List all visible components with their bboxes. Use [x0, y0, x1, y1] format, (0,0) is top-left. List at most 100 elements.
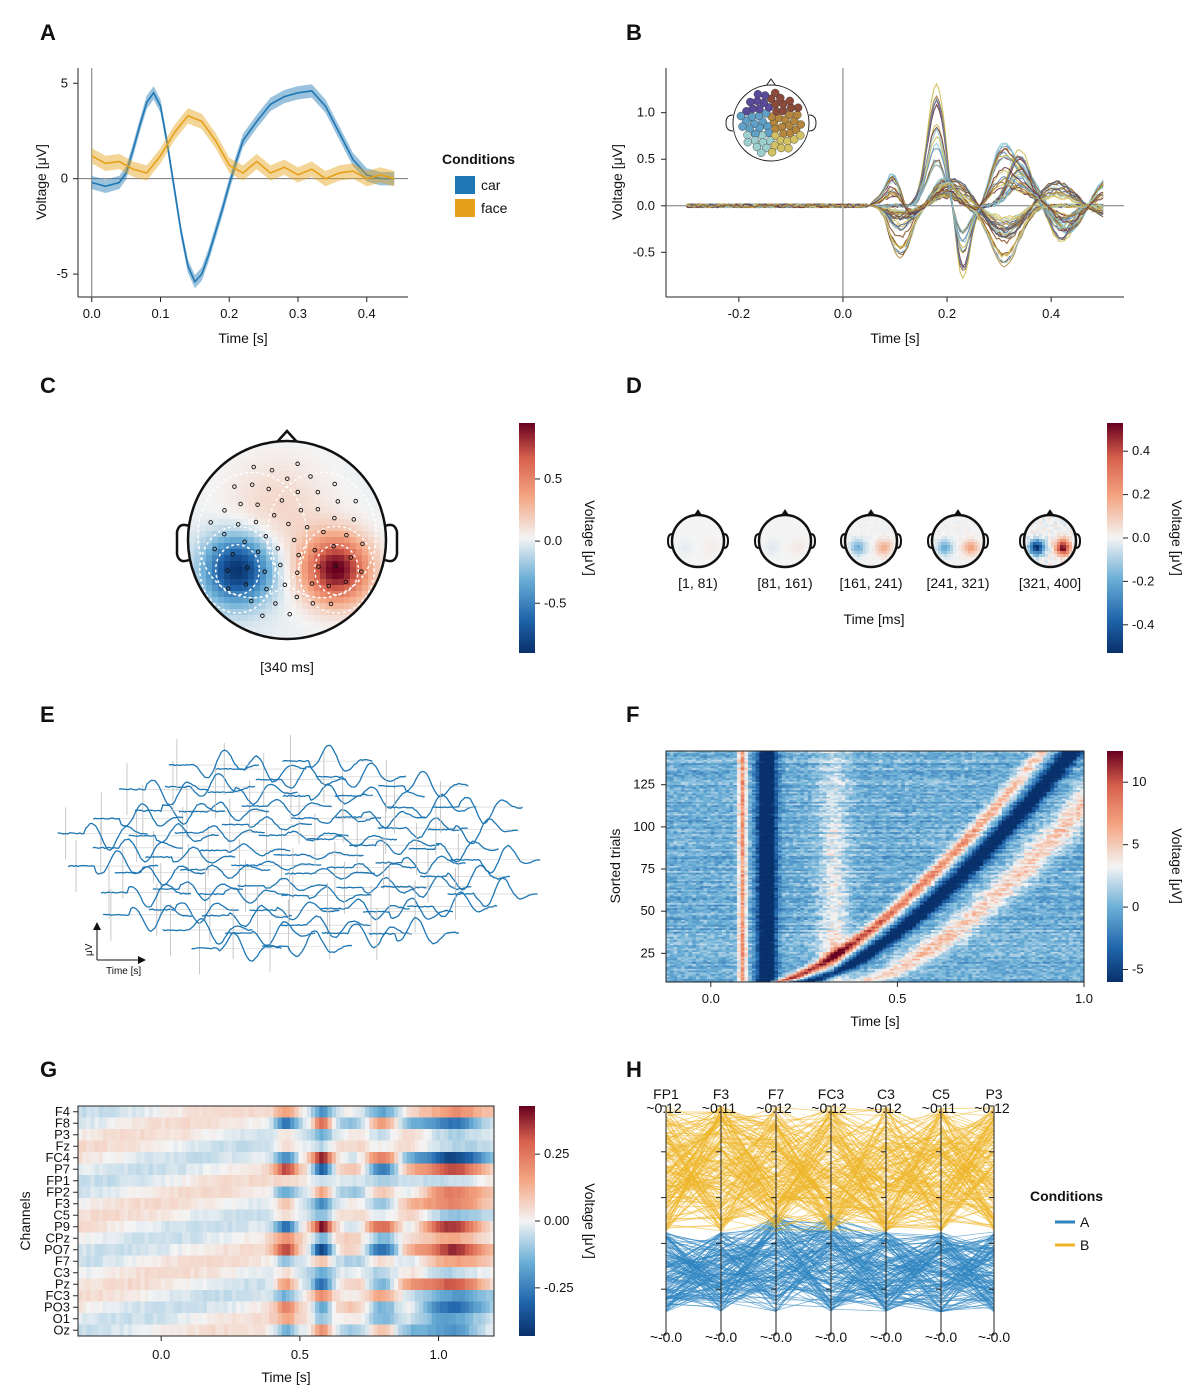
erp-image-cell: [863, 973, 868, 976]
topo-series-cell: [1048, 545, 1052, 549]
topo-cell: [338, 609, 345, 616]
panel-c-title: [340 ms]: [260, 659, 314, 675]
topo-cell: [332, 579, 339, 586]
topo-cell: [278, 453, 285, 460]
erp-image-cell: [923, 971, 928, 974]
topo-series-cell: [932, 536, 936, 540]
inset-electrode: [786, 103, 796, 113]
topo-series-cell: [789, 524, 793, 528]
topo-cell: [362, 561, 369, 568]
topo-series-cell: [872, 524, 876, 528]
topo-cell: [344, 447, 351, 454]
topo-cell: [200, 531, 207, 538]
topo-cell: [332, 501, 339, 508]
topo-cell: [362, 453, 369, 460]
topo-series-cell: [1060, 521, 1064, 525]
erp-image-cell: [699, 976, 704, 979]
topo-cell: [350, 621, 357, 628]
erp-image-cell: [856, 975, 861, 978]
topo-series-cell: [1057, 548, 1061, 552]
topo-electrode: [243, 582, 249, 587]
topo-electrode: [245, 565, 250, 570]
topo-series-cell: [1060, 557, 1064, 561]
topo-cell: [200, 513, 207, 520]
erp-image-cell: [841, 975, 846, 978]
erp-image-cell: [777, 971, 782, 974]
topo-series-cell: [1054, 530, 1058, 534]
topo-cell: [314, 561, 321, 568]
topo-series-cell: [1039, 530, 1043, 534]
topo-series-cell: [780, 524, 784, 528]
topo-series-cell: [974, 566, 978, 567]
erp-image-cell: [871, 971, 876, 974]
topo-series-cell: [881, 557, 885, 561]
topo-series-cell: [896, 554, 897, 558]
topo-cell: [368, 579, 375, 586]
topo-series-cell: [795, 536, 799, 540]
topo-series-cell: [1054, 518, 1058, 522]
topo-cell: [260, 591, 267, 598]
topo-series-cell: [678, 542, 682, 546]
topo-series-cell: [959, 530, 963, 534]
topo-cell: [332, 477, 339, 484]
topo-cell: [308, 585, 315, 592]
topo-series-cell: [762, 548, 766, 552]
topo-cell: [272, 501, 279, 508]
topo-cell: [212, 495, 219, 502]
channel-erp-trace: [326, 862, 417, 877]
topo-series-cell: [968, 554, 972, 558]
topo-cell: [194, 621, 201, 628]
topo-series-cell: [771, 521, 775, 525]
erp-image-cell: [1028, 978, 1033, 981]
topo-cell: [350, 477, 357, 484]
inset-right-ear: [808, 114, 817, 132]
topo-cell: [332, 471, 339, 478]
topo-series-cell: [872, 533, 876, 537]
panel-d-colorbar-label: Voltage [μV]: [1169, 500, 1185, 576]
erp-image-cell: [934, 976, 939, 979]
topo-cell: [224, 609, 231, 616]
topo-cell: [254, 447, 261, 454]
topo-series-cell: [953, 560, 957, 564]
erp-image-cell: [703, 973, 708, 976]
topo-series-cell: [965, 557, 969, 561]
erp-image-cell: [822, 978, 827, 981]
erp-image-cell: [904, 980, 909, 983]
topo-series-cell: [1030, 548, 1034, 552]
topo-cell: [344, 597, 351, 604]
topo-cell: [332, 597, 339, 604]
topo-series-cell: [935, 542, 939, 546]
topo-cell: [260, 579, 267, 586]
topo-cell: [242, 465, 249, 472]
topo-cell: [254, 609, 261, 616]
channel-erp-trace: [237, 877, 328, 892]
topo-cell: [230, 573, 237, 580]
topo-cell: [188, 585, 195, 592]
topo-cell: [284, 555, 291, 562]
topo-electrode: [295, 489, 301, 495]
topo-cell: [224, 555, 231, 562]
erp-image-cell: [886, 971, 891, 974]
erp-image-cell: [837, 976, 842, 979]
topo-series-cell: [890, 518, 894, 522]
topo-cell: [200, 627, 207, 634]
topo-series-cell: [932, 557, 936, 561]
topo-cell: [278, 465, 285, 472]
erp-image-cell: [979, 980, 984, 983]
topo-cell: [338, 627, 345, 634]
topo-series-cell: [1045, 533, 1049, 537]
erp-image-cell: [792, 978, 797, 981]
erp-image-cell: [1054, 971, 1059, 974]
topo-series-cell: [1042, 551, 1046, 555]
topo-series-cell: [848, 560, 852, 564]
channel-erp-trace: [273, 851, 364, 860]
topo-series-cell: [765, 524, 769, 528]
topo-series-cell: [699, 521, 703, 525]
topo-series-cell: [848, 542, 852, 546]
topo-electrode: [278, 562, 283, 568]
topo-series-cell: [1069, 545, 1073, 549]
erp-image-cell: [841, 976, 846, 979]
topo-cell: [344, 609, 351, 616]
topo-cell: [284, 573, 291, 580]
topo-cell: [254, 579, 261, 586]
